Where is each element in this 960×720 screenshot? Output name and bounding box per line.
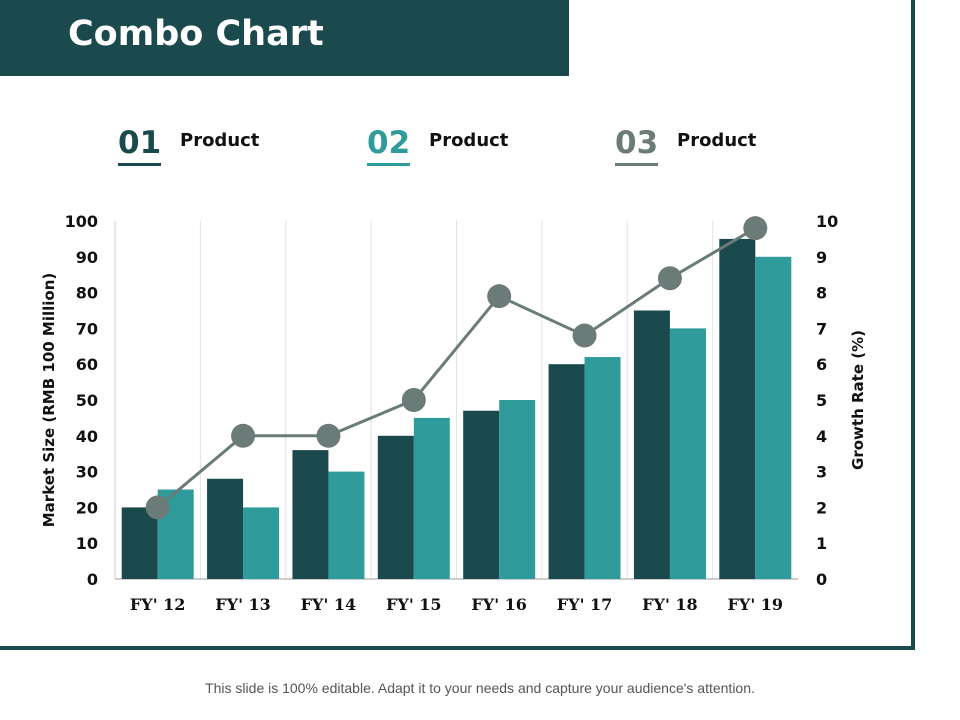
y2-axis-title: Growth Rate (%)	[849, 330, 867, 470]
growth-rate-point	[145, 495, 170, 520]
legend-label: Product	[429, 130, 509, 151]
growth-rate-point	[401, 388, 426, 412]
y-tick-label: 40	[76, 427, 98, 446]
legend-label: Product	[180, 130, 260, 151]
y2-tick-label: 2	[816, 498, 827, 517]
growth-rate-line	[156, 226, 757, 509]
y-tick-label: 30	[76, 463, 98, 482]
x-tick-label: FY' 15	[386, 595, 442, 614]
title-band: Combo Chart	[0, 0, 569, 76]
y-tick-label: 90	[76, 248, 98, 267]
growth-rate-point	[487, 284, 512, 309]
y2-tick-label: 6	[816, 355, 827, 374]
bar-series-2	[669, 328, 706, 579]
bar-series-2	[328, 471, 365, 579]
y2-tick-label: 7	[816, 319, 827, 338]
bar-series-2	[755, 256, 792, 579]
legend-number: 02	[367, 125, 411, 166]
y-tick-label: 0	[87, 570, 98, 589]
y2-tick-label: 0	[816, 570, 827, 589]
y-tick-label: 70	[76, 319, 98, 338]
x-tick-label: FY' 14	[301, 595, 357, 614]
x-tick-label: FY' 18	[642, 595, 698, 614]
legend-label: Product	[677, 130, 757, 151]
x-tick-label: FY' 19	[728, 595, 784, 614]
growth-rate-point	[231, 423, 256, 448]
y-tick-label: 80	[76, 284, 98, 303]
bar-series-1	[377, 435, 414, 579]
y2-tick-label: 3	[816, 463, 827, 482]
slide-frame	[0, 0, 915, 650]
page-title: Combo Chart	[68, 14, 324, 54]
footer-note: This slide is 100% editable. Adapt it to…	[205, 680, 755, 696]
bar-series-2	[243, 507, 280, 579]
y2-tick-label: 9	[816, 248, 827, 267]
y-tick-label: 100	[65, 212, 98, 231]
y2-tick-label: 8	[816, 284, 827, 303]
bar-series-1	[719, 238, 756, 579]
growth-rate-point	[316, 423, 341, 448]
bar-series-2	[413, 417, 450, 579]
y-axis-title: Market Size (RMB 100 Million)	[40, 273, 58, 528]
y-tick-label: 20	[76, 498, 98, 517]
growth-rate-point	[657, 266, 682, 291]
growth-rate-point	[743, 216, 768, 241]
bar-series-1	[292, 450, 329, 579]
bar-series-1	[548, 364, 585, 579]
x-tick-label: FY' 17	[557, 595, 613, 614]
y2-tick-label: 10	[816, 212, 838, 231]
x-tick-label: FY' 12	[130, 595, 186, 614]
bar-series-2	[499, 400, 536, 579]
y-tick-label: 60	[76, 355, 98, 374]
y-tick-label: 10	[76, 534, 98, 553]
bar-series-1	[463, 410, 500, 579]
bar-series-2	[584, 357, 621, 579]
bar-series-1	[633, 310, 670, 579]
growth-rate-point	[572, 323, 597, 348]
bar-series-1	[207, 478, 244, 579]
y2-tick-label: 5	[816, 391, 827, 410]
x-tick-label: FY' 16	[471, 595, 527, 614]
y-tick-label: 50	[76, 391, 98, 410]
legend-number: 03	[615, 125, 659, 166]
y2-tick-label: 4	[816, 427, 827, 446]
x-tick-label: FY' 13	[215, 595, 271, 614]
legend-number: 01	[118, 125, 162, 166]
y2-tick-label: 1	[816, 534, 827, 553]
bar-series-1	[121, 507, 158, 579]
